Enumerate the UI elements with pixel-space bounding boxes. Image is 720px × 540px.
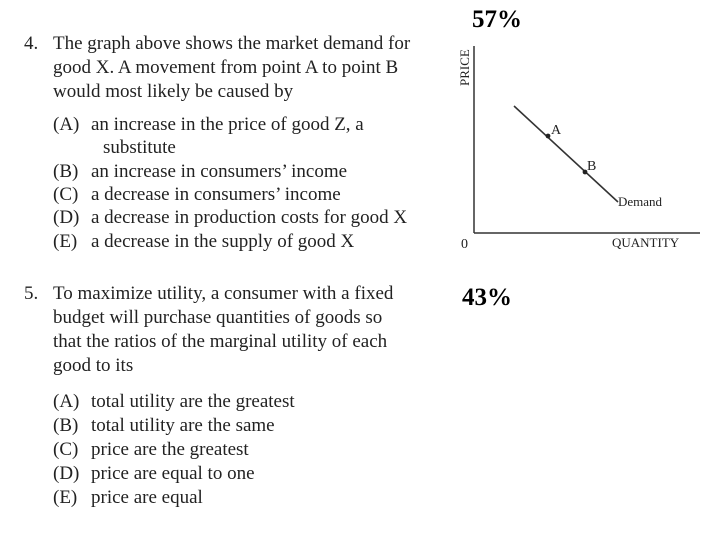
option-letter: (E) — [53, 487, 78, 508]
y-axis-label: PRICE — [457, 49, 472, 86]
demand-curve — [513, 105, 619, 203]
option-letter: (B) — [53, 415, 79, 436]
option-letter: (A) — [53, 114, 80, 135]
option-letter: (E) — [53, 231, 78, 252]
question-text-line: would most likely be caused by — [53, 81, 294, 102]
option-text: a decrease in the supply of good X — [91, 231, 355, 252]
question-number: 4. — [24, 33, 39, 54]
answer-option-e: (E) price are equal — [53, 487, 203, 509]
question-text-line: good X. A movement from point A to point… — [53, 57, 399, 78]
question-text-line: The graph above shows the market demand … — [53, 33, 411, 54]
option-text: a decrease in production costs for good … — [91, 207, 408, 228]
answer-option-e: (E) a decrease in the supply of good X — [53, 231, 354, 253]
option-text: an increase in the price of good Z, a — [91, 114, 364, 135]
answer-option-a: (A) an increase in the price of good Z, a — [53, 114, 364, 136]
point-a — [545, 133, 551, 139]
option-letter: (B) — [53, 161, 79, 182]
demand-label: Demand — [618, 194, 663, 209]
answer-option-b: (B) an increase in consumers’ income — [53, 161, 347, 183]
option-text-continuation: substitute — [103, 137, 176, 158]
answer-option-a: (A) total utility are the greatest — [53, 391, 295, 413]
question-number: 5. — [24, 283, 39, 304]
point-a-label: A — [551, 123, 562, 138]
option-text: a decrease in consumers’ income — [91, 184, 341, 205]
option-letter: (C) — [53, 439, 79, 460]
option-text: price are equal to one — [91, 463, 255, 484]
option-letter: (A) — [53, 391, 80, 412]
point-b-label: B — [587, 159, 596, 174]
answer-option-b: (B) total utility are the same — [53, 415, 275, 437]
percent-q4: 57% — [472, 6, 522, 33]
x-axis-label: QUANTITY — [612, 235, 680, 250]
option-text: total utility are the same — [91, 415, 275, 436]
answer-option-d: (D) a decrease in production costs for go… — [53, 207, 407, 229]
answer-option-c: (C) price are the greatest — [53, 439, 249, 461]
answer-option-d: (D) price are equal to one — [53, 463, 255, 485]
origin-label: 0 — [461, 237, 468, 252]
question-text-line: budget will purchase quantities of goods… — [53, 307, 383, 328]
option-text: total utility are the greatest — [91, 391, 295, 412]
option-letter: (D) — [53, 463, 80, 484]
question-text-line: good to its — [53, 355, 134, 376]
option-text: an increase in consumers’ income — [91, 161, 348, 182]
point-b — [582, 169, 588, 175]
option-text: price are the greatest — [91, 439, 249, 460]
answer-option-c: (C) a decrease in consumers’ income — [53, 184, 341, 206]
question-text-line: that the ratios of the marginal utility … — [53, 331, 388, 352]
option-letter: (C) — [53, 184, 79, 205]
option-text: price are equal — [91, 487, 203, 508]
question-text-line: To maximize utility, a consumer with a f… — [53, 283, 394, 304]
option-letter: (D) — [53, 207, 80, 228]
percent-q5: 43% — [462, 284, 512, 311]
demand-graph: PRICE 0 QUANTITY A B Demand — [457, 46, 700, 252]
